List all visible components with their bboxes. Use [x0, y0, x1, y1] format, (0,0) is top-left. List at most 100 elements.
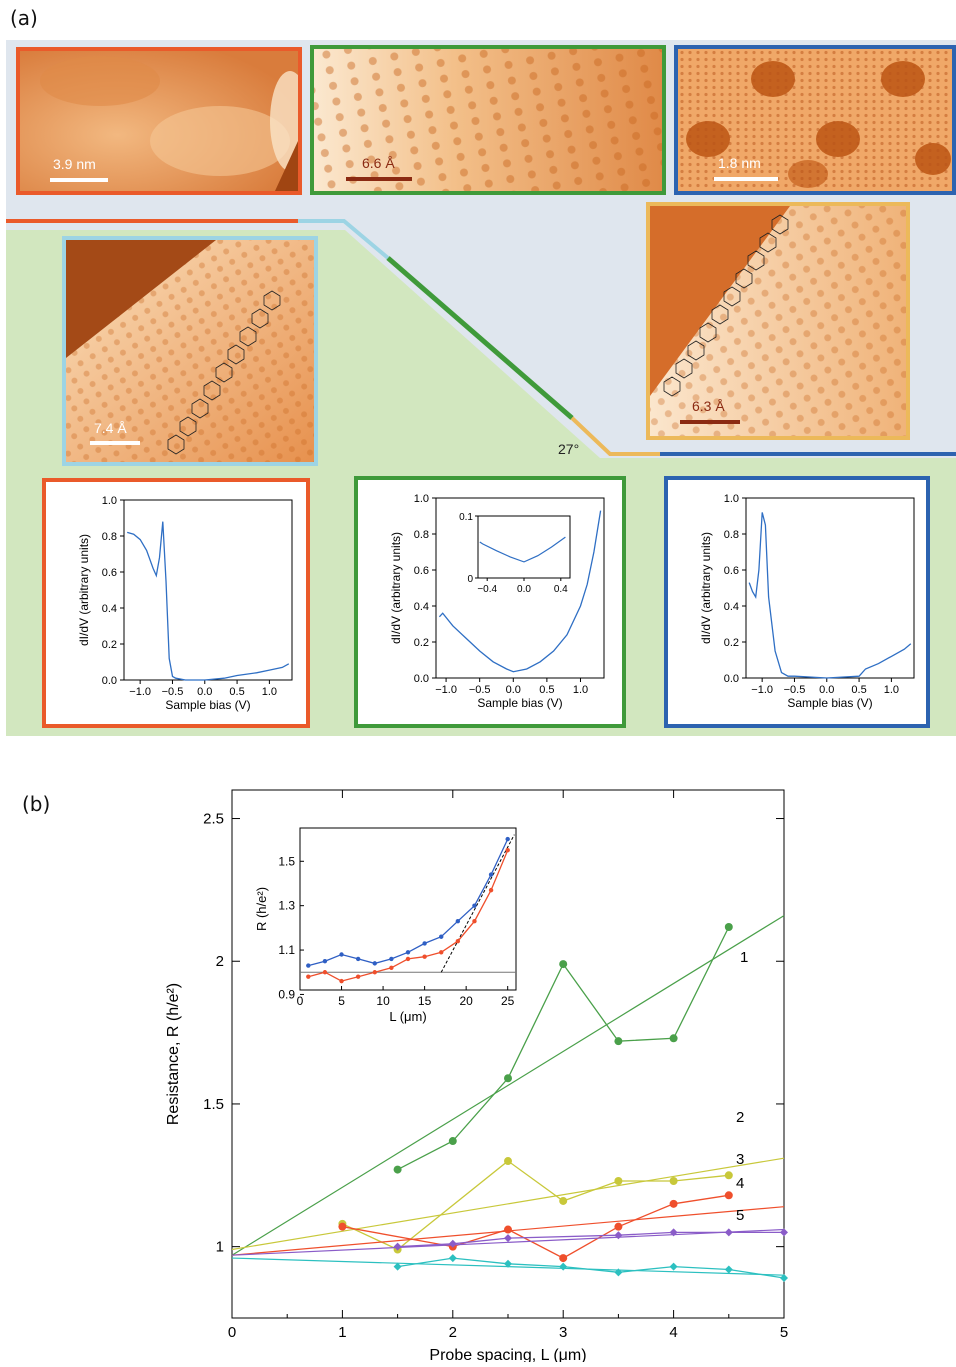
inset-y-tick-label: 0.1 [459, 512, 473, 523]
inset-data-point [355, 974, 361, 979]
inset-data-point [306, 963, 311, 968]
spectrum-box-green: 0.0 0.2 0.4 0.6 0.8 1.0 −1.0 −0.5 0.0 0.5 1.0 Sampl… [354, 476, 626, 728]
data-point-2 [669, 1177, 678, 1186]
data-point-1 [614, 1037, 623, 1046]
panel-b-label: (b) [22, 792, 51, 816]
spectrum-box-orange: 0.0 0.2 0.4 0.6 0.8 1.0 −1.0 −0.5 0.0 0.5 1.0 Sampl… [42, 478, 310, 728]
y-tick-label: 0.4 [102, 603, 117, 615]
inset-frame [299, 827, 517, 991]
fit-line-2 [231, 1157, 785, 1251]
panel-a: 27° 3.9 nm 6.6 Å [6, 40, 956, 736]
y-tick-label: 2.5 [203, 811, 224, 828]
inset-data-point [439, 950, 444, 955]
inset-data-point [472, 919, 477, 924]
y-tick-label: 0.6 [102, 567, 117, 579]
y-tick-label: 0.8 [724, 529, 739, 541]
data-point-2 [614, 1177, 623, 1186]
y-tick-label: 1 [216, 1239, 224, 1256]
y-tick-label: 1.0 [414, 493, 429, 505]
scalebar-label-cyan: 7.4 Å [94, 420, 127, 436]
data-point-4 [504, 1234, 512, 1243]
inset-data-point [455, 919, 461, 924]
inset-data-point [455, 938, 461, 944]
stm-image-cyan: 7.4 Å [62, 236, 318, 466]
x-tick-label: −1.0 [751, 684, 773, 696]
series-label-1: 1 [740, 949, 748, 966]
data-point-5 [780, 1274, 788, 1283]
data-point-4 [780, 1228, 788, 1237]
scalebar-label-blue: 1.8 nm [718, 155, 761, 171]
data-point-4 [614, 1231, 623, 1240]
y-tick-label: 0.0 [102, 675, 117, 687]
data-point-1 [393, 1165, 402, 1174]
scalebar-label-orange: 3.9 nm [53, 156, 96, 172]
inset-data-point [405, 956, 411, 962]
series-label-5: 5 [736, 1207, 744, 1224]
inset-x-tick-label: 20 [459, 994, 473, 1008]
y-tick-label: 0.6 [414, 565, 429, 577]
series-label-2: 2 [736, 1109, 744, 1126]
data-point-2 [504, 1157, 512, 1166]
series-label-4: 4 [736, 1175, 744, 1192]
y-axis-label: dI/dV (arbitrary units) [77, 534, 91, 646]
x-tick-label: 0.0 [197, 686, 212, 698]
inset-y-axis-label: R (h/e²) [254, 887, 269, 931]
data-point-2 [559, 1196, 568, 1205]
x-tick-label: 3 [559, 1324, 567, 1341]
x-tick-label: 0.0 [819, 684, 834, 696]
data-point-1 [448, 1137, 457, 1146]
x-tick-label: −0.5 [469, 684, 491, 696]
x-tick-label: 1.0 [262, 686, 277, 698]
scalebar-label-yellow: 6.3 Å [692, 398, 725, 414]
fit-line-4 [231, 1228, 785, 1256]
plot-frame [745, 497, 915, 679]
inset-x-tick-label: 25 [501, 994, 515, 1008]
series-label-3: 3 [736, 1151, 744, 1168]
inset-data-point [389, 956, 394, 962]
data-point-1 [669, 1034, 678, 1043]
scalebar-label-green: 6.6 Å [362, 155, 395, 171]
inset-x-tick-label: 0.4 [554, 584, 568, 595]
data-point-4 [724, 1228, 733, 1237]
x-tick-label: 0 [228, 1324, 236, 1341]
data-point-3 [338, 1222, 347, 1231]
x-axis-label: Probe spacing, L (μm) [429, 1347, 586, 1362]
y-axis-label: Resistance, R (h/e²) [165, 983, 182, 1125]
x-tick-label: 5 [780, 1324, 788, 1341]
inset-y-tick-label: 1.1 [278, 943, 295, 957]
inset-data-point [472, 903, 477, 908]
x-tick-label: −1.0 [129, 686, 151, 698]
inset-x-tick-label: 10 [376, 994, 390, 1008]
inset-data-point [339, 952, 344, 957]
x-tick-label: 0.5 [539, 684, 554, 696]
y-tick-label: 0.8 [102, 531, 117, 543]
data-point-3 [669, 1199, 678, 1208]
x-tick-label: −0.5 [162, 686, 184, 698]
data-point-5 [669, 1262, 678, 1271]
spectrum-box-blue: 0.0 0.2 0.4 0.6 0.8 1.0 −1.0 −0.5 0.0 0.5 1.0 Sampl… [664, 476, 930, 728]
fit-line-1 [231, 915, 785, 1256]
y-tick-label: 0.8 [414, 529, 429, 541]
inset-data-point [505, 847, 510, 853]
panel-a-label: (a) [10, 6, 38, 30]
data-point-1 [504, 1074, 512, 1083]
inset-data-point [372, 961, 377, 966]
data-point-3 [614, 1222, 623, 1231]
data-point-3 [724, 1191, 733, 1200]
data-point-4 [669, 1228, 678, 1237]
x-tick-label: 0.5 [229, 686, 244, 698]
inset-data-point [389, 965, 394, 971]
inset-x-tick-label: 5 [338, 994, 345, 1008]
panel-b: 0 1 2 3 4 5 1 1.5 2 2.5 Probe spacing, L (μm) Resis… [0, 780, 956, 1364]
y-tick-label: 0.2 [102, 639, 117, 651]
inset-data-point [372, 970, 377, 975]
data-point-5 [504, 1259, 512, 1268]
y-tick-label: 0.0 [724, 673, 739, 685]
data-point-5 [614, 1268, 623, 1277]
x-tick-label: 2 [449, 1324, 457, 1341]
inset-x-tick-label: 15 [418, 994, 432, 1008]
inset-y-tick-label: 1.5 [278, 854, 295, 868]
inset-frame [477, 515, 571, 579]
y-tick-label: 0.2 [414, 637, 429, 649]
inset-data-point [422, 954, 427, 959]
